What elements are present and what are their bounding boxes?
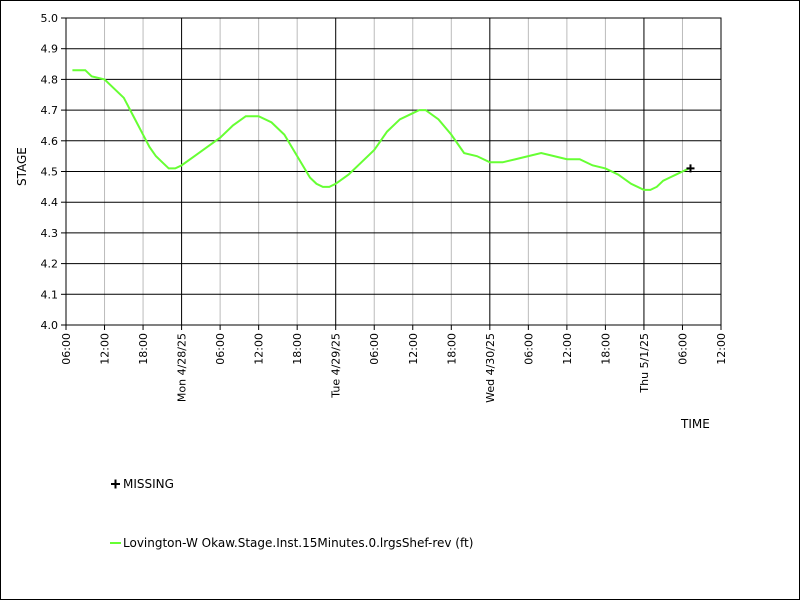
x-axis-label: TIME [680, 417, 710, 431]
x-tick-label: 12:00 [561, 333, 574, 365]
y-tick-label: 4.4 [41, 196, 59, 209]
x-tick-label: 06:00 [676, 333, 689, 365]
legend: MISSING Lovington-W Okaw.Stage.Inst.15Mi… [110, 477, 473, 550]
y-tick-label: 4.7 [41, 104, 59, 117]
y-tick-label: 4.8 [41, 73, 59, 86]
legend-label: Lovington-W Okaw.Stage.Inst.15Minutes.0.… [123, 536, 473, 550]
x-tick-label: 18:00 [291, 333, 304, 365]
plot-area: 06:00 12:00 18:00 Mon 4/28/25 06:00 12:00 18:0… [41, 12, 729, 403]
x-tick-label: 18:00 [445, 333, 458, 365]
x-tick-label: 06:00 [60, 333, 73, 365]
y-axis-label: STAGE [15, 147, 29, 186]
x-tick-label: 18:00 [137, 333, 150, 365]
y-tick-label: 4.6 [41, 135, 59, 148]
x-tick-label: 12:00 [715, 333, 728, 365]
x-tick-label: Tue 4/29/25 [330, 333, 343, 399]
legend-label: MISSING [123, 477, 174, 491]
x-tick-label: 12:00 [407, 333, 420, 365]
missing-point [686, 164, 695, 173]
y-tick-label: 4.3 [41, 227, 59, 240]
legend-missing-symbol [111, 479, 120, 489]
x-tick-label: Thu 5/1/25 [638, 333, 651, 394]
x-tick-label: 18:00 [599, 333, 612, 365]
plot-border [65, 17, 722, 326]
y-tick-label: 4.9 [41, 43, 59, 56]
x-tick-label: 06:00 [368, 333, 381, 365]
y-tick-label: 4.1 [41, 288, 59, 301]
x-tick-label: 12:00 [99, 333, 112, 365]
x-tick-label: 12:00 [253, 333, 266, 365]
y-tick-label: 4.0 [41, 319, 59, 332]
y-tick-label: 4.2 [41, 258, 59, 271]
y-tick-label: 5.0 [41, 12, 59, 25]
x-tick-label: 06:00 [522, 333, 535, 365]
x-tick-label: 06:00 [214, 333, 227, 365]
y-tick-label: 4.5 [41, 166, 59, 179]
data-line [72, 69, 690, 191]
x-tick-label: Wed 4/30/25 [484, 333, 497, 403]
x-tick-label: Mon 4/28/25 [176, 333, 189, 402]
